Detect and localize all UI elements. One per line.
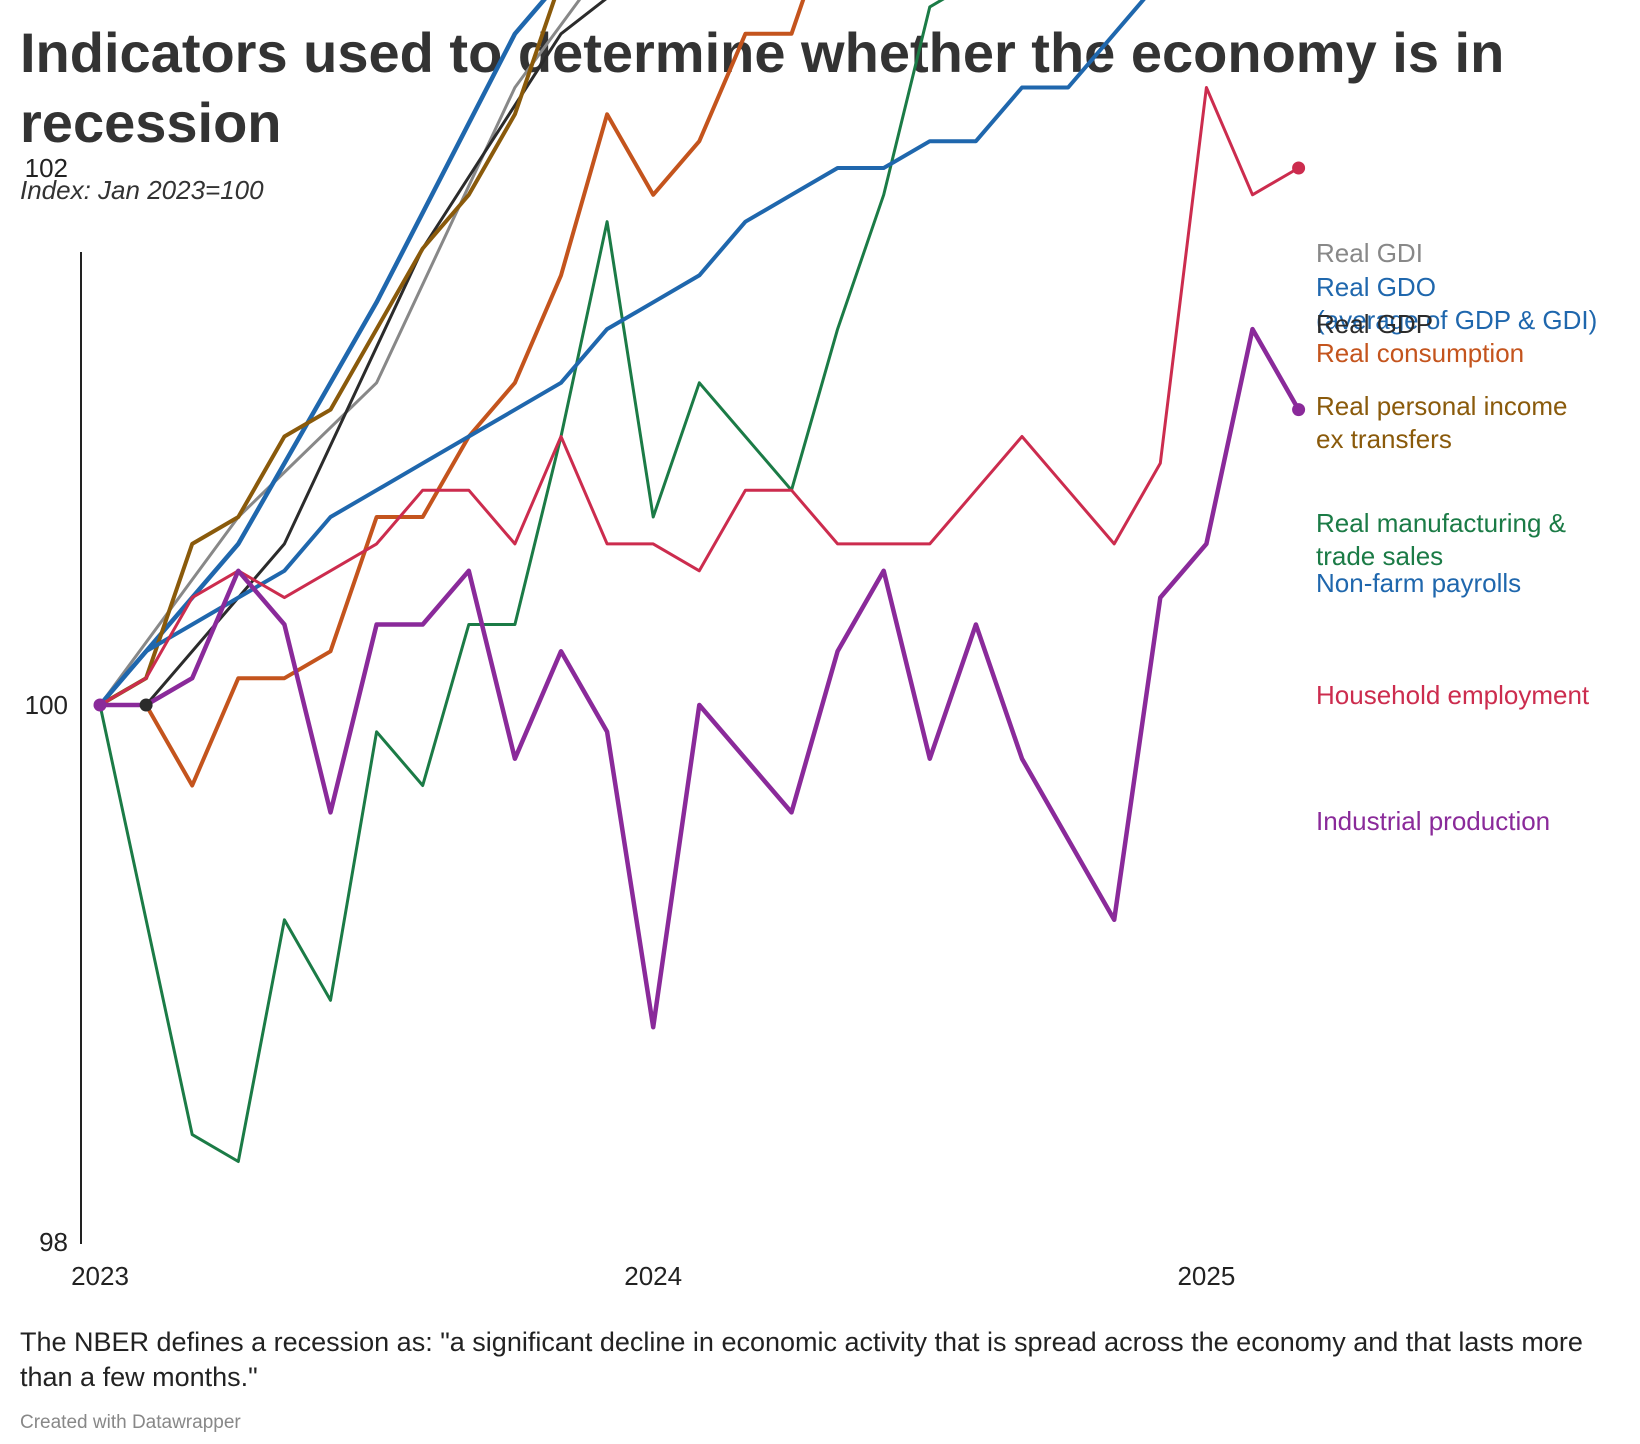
chart-axes: 98100102104202320242025 [25,153,1236,1291]
series-end-dot-industrial_production [1292,403,1306,417]
series-line-real_personal_income [98,0,557,707]
series-label-real_manufacturing: trade sales [1316,541,1443,571]
series-label-real_gdp: Real GDP [1316,309,1433,339]
chart-series [93,0,1306,1163]
series-end-dot-household_employment [1292,161,1306,175]
series-label-real_personal_income: ex transfers [1316,424,1452,454]
series-line-real_gdp [144,0,607,707]
series-label-nonfarm_payrolls: Non-farm payrolls [1316,568,1521,598]
series-line-nonfarm_payrolls [98,0,1146,707]
series-label-household_employment: Household employment [1316,680,1590,710]
series-label-real_gdo: (average of GDP & GDI) [1316,305,1597,335]
series-label-real_personal_income: Real personal income [1316,391,1567,421]
x-tick-label: 2025 [1177,1261,1235,1291]
series-label-real_gdi: Real GDI [1316,238,1423,268]
series-start-dot-real_gdp [139,698,153,712]
footnote: The NBER defines a recession as: "a sign… [20,1327,1583,1392]
series-label-industrial_production: Industrial production [1316,806,1550,836]
x-tick-label: 2023 [71,1261,129,1291]
series-label-real_consumption: Real consumption [1316,338,1524,368]
series-line-household_employment [98,86,1301,707]
series-start-dot-industrial_production [93,698,107,712]
series-line-real_consumption [98,0,806,788]
y-tick-label: 102 [25,153,68,183]
series-label-real_gdo: Real GDO [1316,272,1436,302]
series-line-industrial_production [97,326,1301,1030]
series-label-real_manufacturing: Real manufacturing & [1316,508,1566,538]
y-tick-label: 100 [25,690,68,720]
chart-subtitle: Index: Jan 2023=100 [20,175,264,205]
y-tick-label: 98 [39,1227,68,1257]
series-line-real_gdo [97,0,547,708]
credit-line: Created with Datawrapper [20,1412,241,1433]
chart-title: Indicators used to determine whether the… [20,21,1505,154]
x-tick-label: 2024 [624,1261,682,1291]
series-line-real_manufacturing [98,0,945,1163]
